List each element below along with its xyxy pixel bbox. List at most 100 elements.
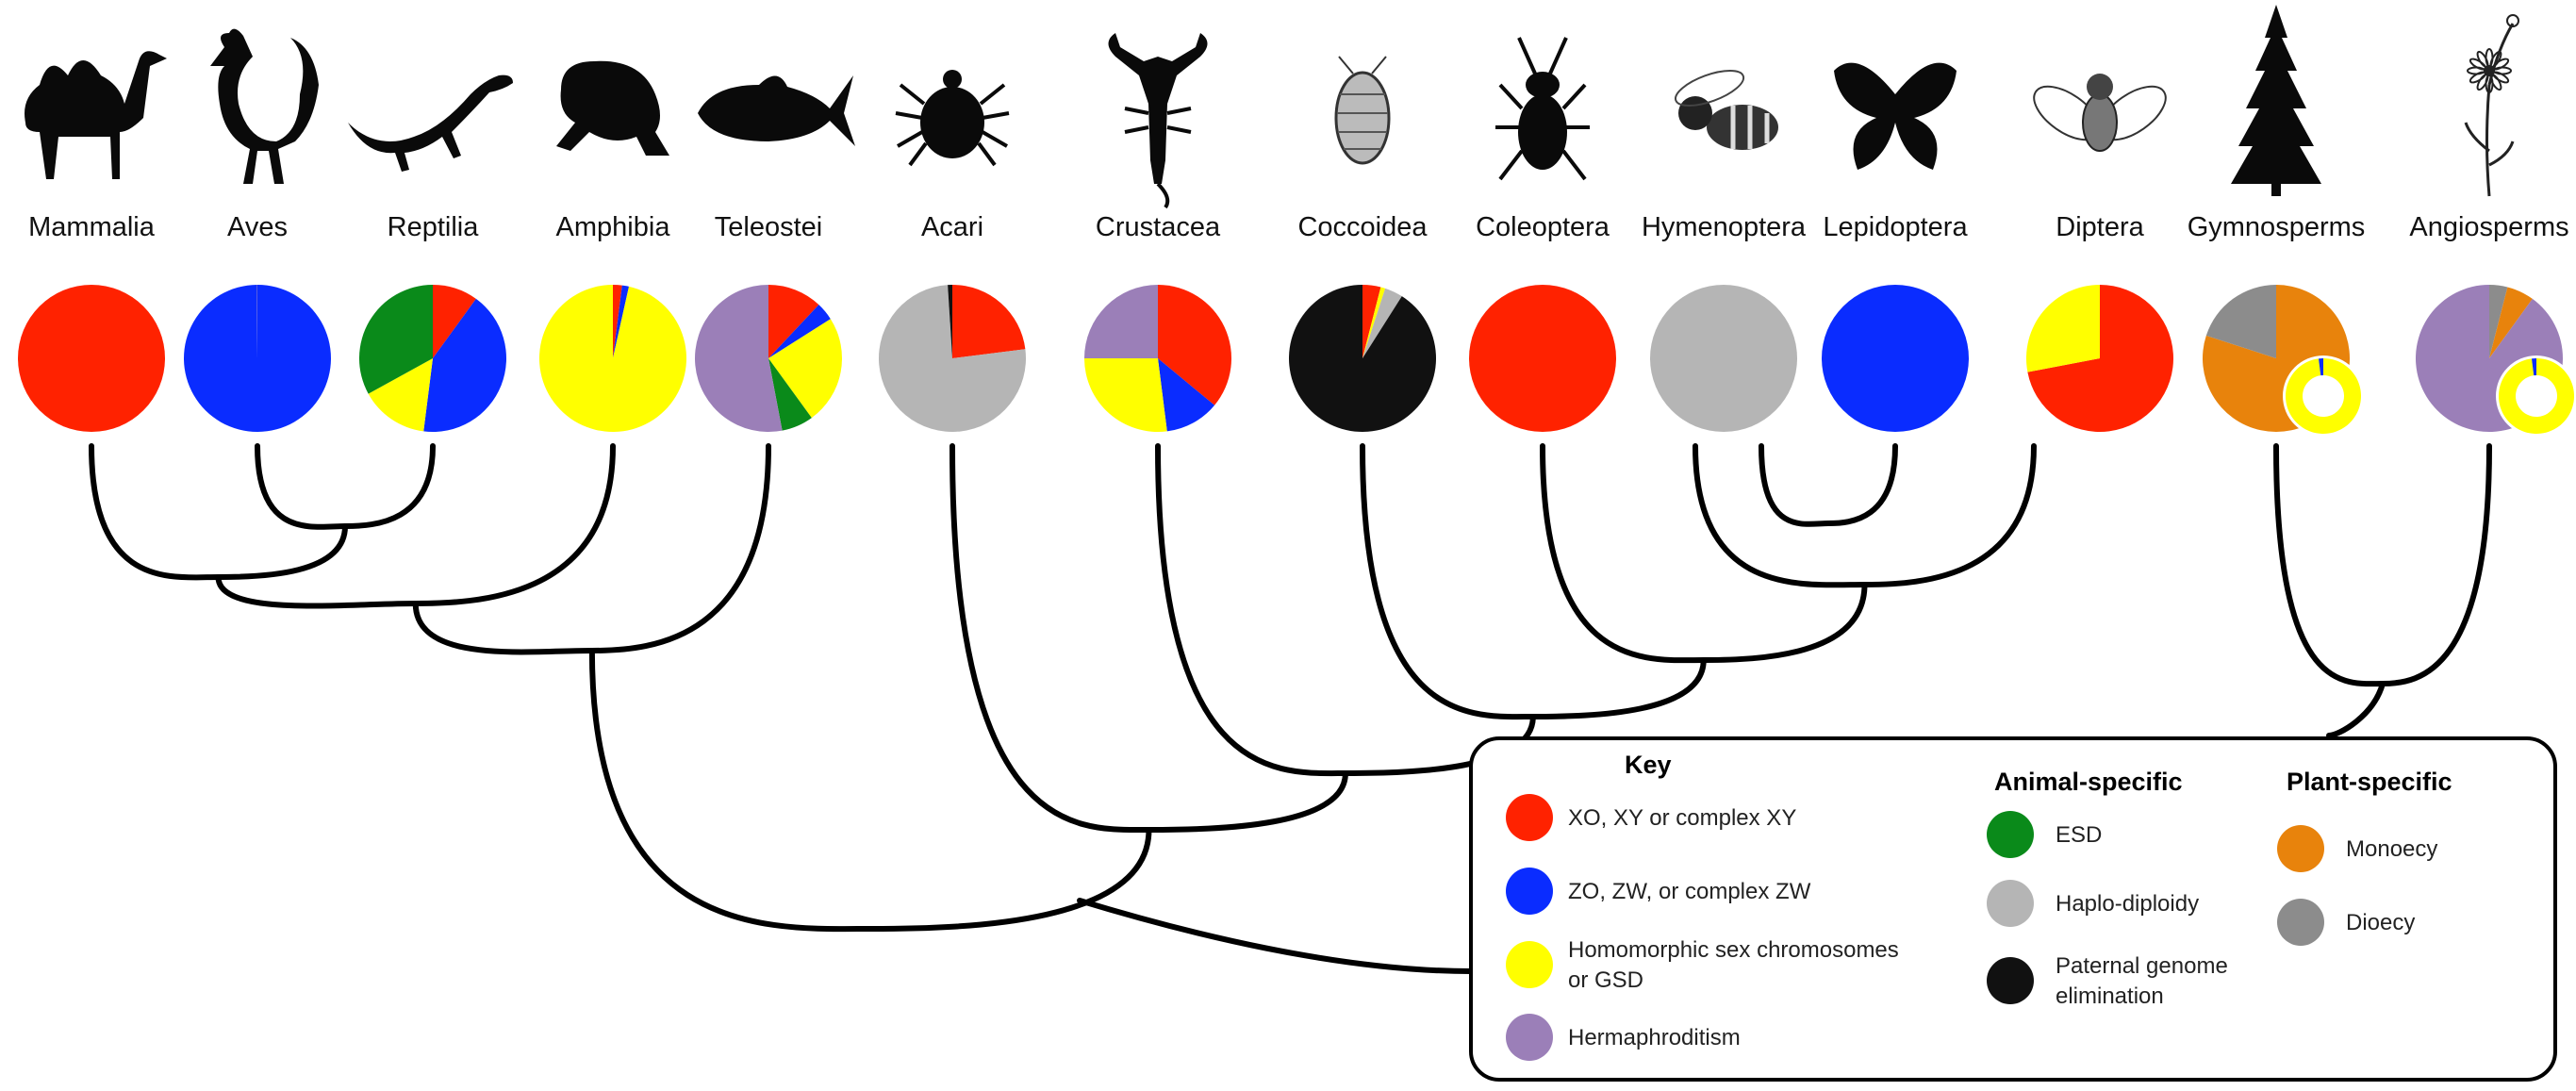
pie-amphibia-slice-gsd — [539, 285, 687, 432]
pie-coleoptera-slice-xy — [1469, 285, 1616, 432]
butterfly-icon — [1834, 62, 1957, 170]
pie-diptera-slice-gsd — [2025, 285, 2100, 372]
pie-coccoidea-slice-xy — [1362, 285, 1381, 358]
taxon-label-coccoidea: Coccoidea — [1297, 212, 1428, 242]
tree-branch — [949, 443, 1348, 834]
taxon-label-coleoptera: Coleoptera — [1476, 212, 1610, 242]
taxon-label-crustacea: Crustacea — [1096, 212, 1221, 242]
tree-branch — [412, 443, 771, 655]
tree-branch — [1155, 443, 1536, 777]
ring-angiosperms-gsd — [2498, 358, 2574, 434]
pie-aves — [183, 285, 331, 432]
key-label-pge: elimination — [2056, 984, 2164, 1009]
pie-reptilia-slice-zw — [423, 298, 507, 432]
conifer-icon — [2231, 5, 2321, 196]
taxon-label-angiosperms: Angiosperms — [2409, 212, 2568, 242]
pie-angiosperms — [2415, 285, 2576, 437]
pie-crustacea-slice-xy — [1158, 285, 1231, 405]
tree-branch — [215, 443, 616, 609]
key-swatch-monoecy — [2277, 825, 2324, 872]
pie-acari-slice-pge — [948, 285, 952, 358]
camel-icon — [25, 51, 167, 179]
key-swatch-herm — [1506, 1014, 1553, 1061]
key-label-pge: Paternal genome — [2056, 953, 2228, 979]
pie-coccoidea-slice-gsd — [1362, 287, 1386, 358]
pie-angiosperms-slice-dioecy — [2489, 285, 2508, 358]
taxa-labels: Mammalia Aves Reptilia Amphibia Teleostei Aca… — [28, 212, 2569, 242]
bee-icon — [1675, 70, 1778, 150]
tree-branch — [2273, 443, 2492, 687]
ring-gymnosperms-zw — [2318, 358, 2323, 376]
taxa-icons — [25, 5, 2519, 209]
pie-angiosperms-slice-monoecy — [2489, 287, 2533, 358]
tree-root-branch — [2326, 681, 2386, 738]
fish-icon — [698, 75, 855, 146]
key-swatch-haplo — [1987, 880, 2034, 927]
key-label-gsd: Homomorphic sex chromosomes — [1568, 937, 1899, 963]
legend-key: Key Animal-specific Plant-specific XO, XY o… — [1469, 736, 2557, 1082]
pie-teleostei-slice-zw — [768, 305, 831, 358]
beetle-icon — [1495, 37, 1590, 181]
taxon-label-hymenoptera: Hymenoptera — [1642, 212, 1807, 242]
rooster-icon — [210, 28, 319, 184]
phylogenetic-tree — [89, 443, 2492, 974]
pie-diptera — [2025, 285, 2173, 432]
pie-aves-slice-zw — [183, 285, 331, 432]
scale-insect-icon — [1334, 56, 1391, 165]
key-animal-title: Animal-specific — [1994, 768, 2183, 796]
taxon-label-lepidoptera: Lepidoptera — [1823, 212, 1968, 242]
ring-gymnosperms-gsd — [2285, 358, 2361, 434]
pie-coleoptera — [1469, 285, 1616, 432]
key-swatch-esd — [1987, 811, 2034, 858]
key-label-esd: ESD — [2056, 822, 2102, 848]
tree-branch — [89, 443, 348, 581]
ring-angiosperms-zw — [2531, 358, 2536, 376]
pie-diptera-slice-xy — [2027, 285, 2173, 432]
tree-root-branch — [1077, 898, 1511, 974]
pie-amphibia-slice-zw — [613, 285, 630, 358]
tree-branch — [588, 648, 1152, 933]
pie-crustacea-slice-herm — [1084, 285, 1158, 358]
pie-teleostei-slice-xy — [768, 285, 819, 358]
tree-branch — [1360, 443, 1707, 720]
taxon-label-amphibia: Amphibia — [556, 212, 671, 242]
pie-coccoidea-slice-haplo — [1362, 288, 1402, 358]
frog-icon — [556, 60, 669, 156]
pie-acari — [878, 285, 1026, 433]
key-label-monoecy: Monoecy — [2346, 836, 2437, 862]
pie-amphibia-slice-xy — [613, 285, 622, 358]
taxon-label-acari: Acari — [921, 212, 983, 242]
pie-acari-slice-xy — [952, 285, 1026, 358]
scorpion-icon — [1108, 33, 1208, 209]
pie-reptilia-slice-xy — [433, 285, 476, 358]
taxon-label-aves: Aves — [227, 212, 288, 242]
pie-teleostei-slice-gsd — [768, 319, 842, 419]
tree-branch — [255, 443, 436, 530]
key-label-zw: ZO, ZW, or complex ZW — [1568, 879, 1811, 904]
pie-crustacea-slice-gsd — [1084, 358, 1167, 432]
pie-mammalia — [18, 285, 165, 432]
pie-teleostei-slice-esd — [768, 358, 812, 431]
key-swatch-xy — [1506, 794, 1553, 841]
key-title: Key — [1625, 751, 1672, 779]
key-swatch-gsd — [1506, 941, 1553, 988]
taxon-label-reptilia: Reptilia — [388, 212, 480, 242]
pie-crustacea-slice-zw — [1158, 358, 1215, 432]
tree-branch — [1759, 443, 1898, 527]
pie-coccoidea — [1289, 285, 1436, 433]
pie-hymenoptera — [1650, 285, 1797, 432]
taxon-label-teleostei: Teleostei — [715, 212, 822, 242]
sex-determination-pies — [18, 285, 2576, 437]
pie-reptilia-slice-esd — [359, 285, 433, 394]
pie-hymenoptera-slice-haplo — [1650, 285, 1797, 432]
tick-icon — [895, 70, 1010, 167]
pie-amphibia — [539, 285, 687, 432]
key-label-haplo: Haplo-diploidy — [2056, 891, 2199, 917]
taxon-label-mammalia: Mammalia — [28, 212, 156, 242]
key-label-herm: Hermaphroditism — [1568, 1025, 1741, 1050]
pie-teleostei — [695, 285, 842, 432]
key-label-dioecy: Dioecy — [2346, 910, 2415, 935]
pie-lepidoptera — [1822, 285, 1969, 432]
pie-mammalia-slice-xy — [18, 285, 165, 432]
